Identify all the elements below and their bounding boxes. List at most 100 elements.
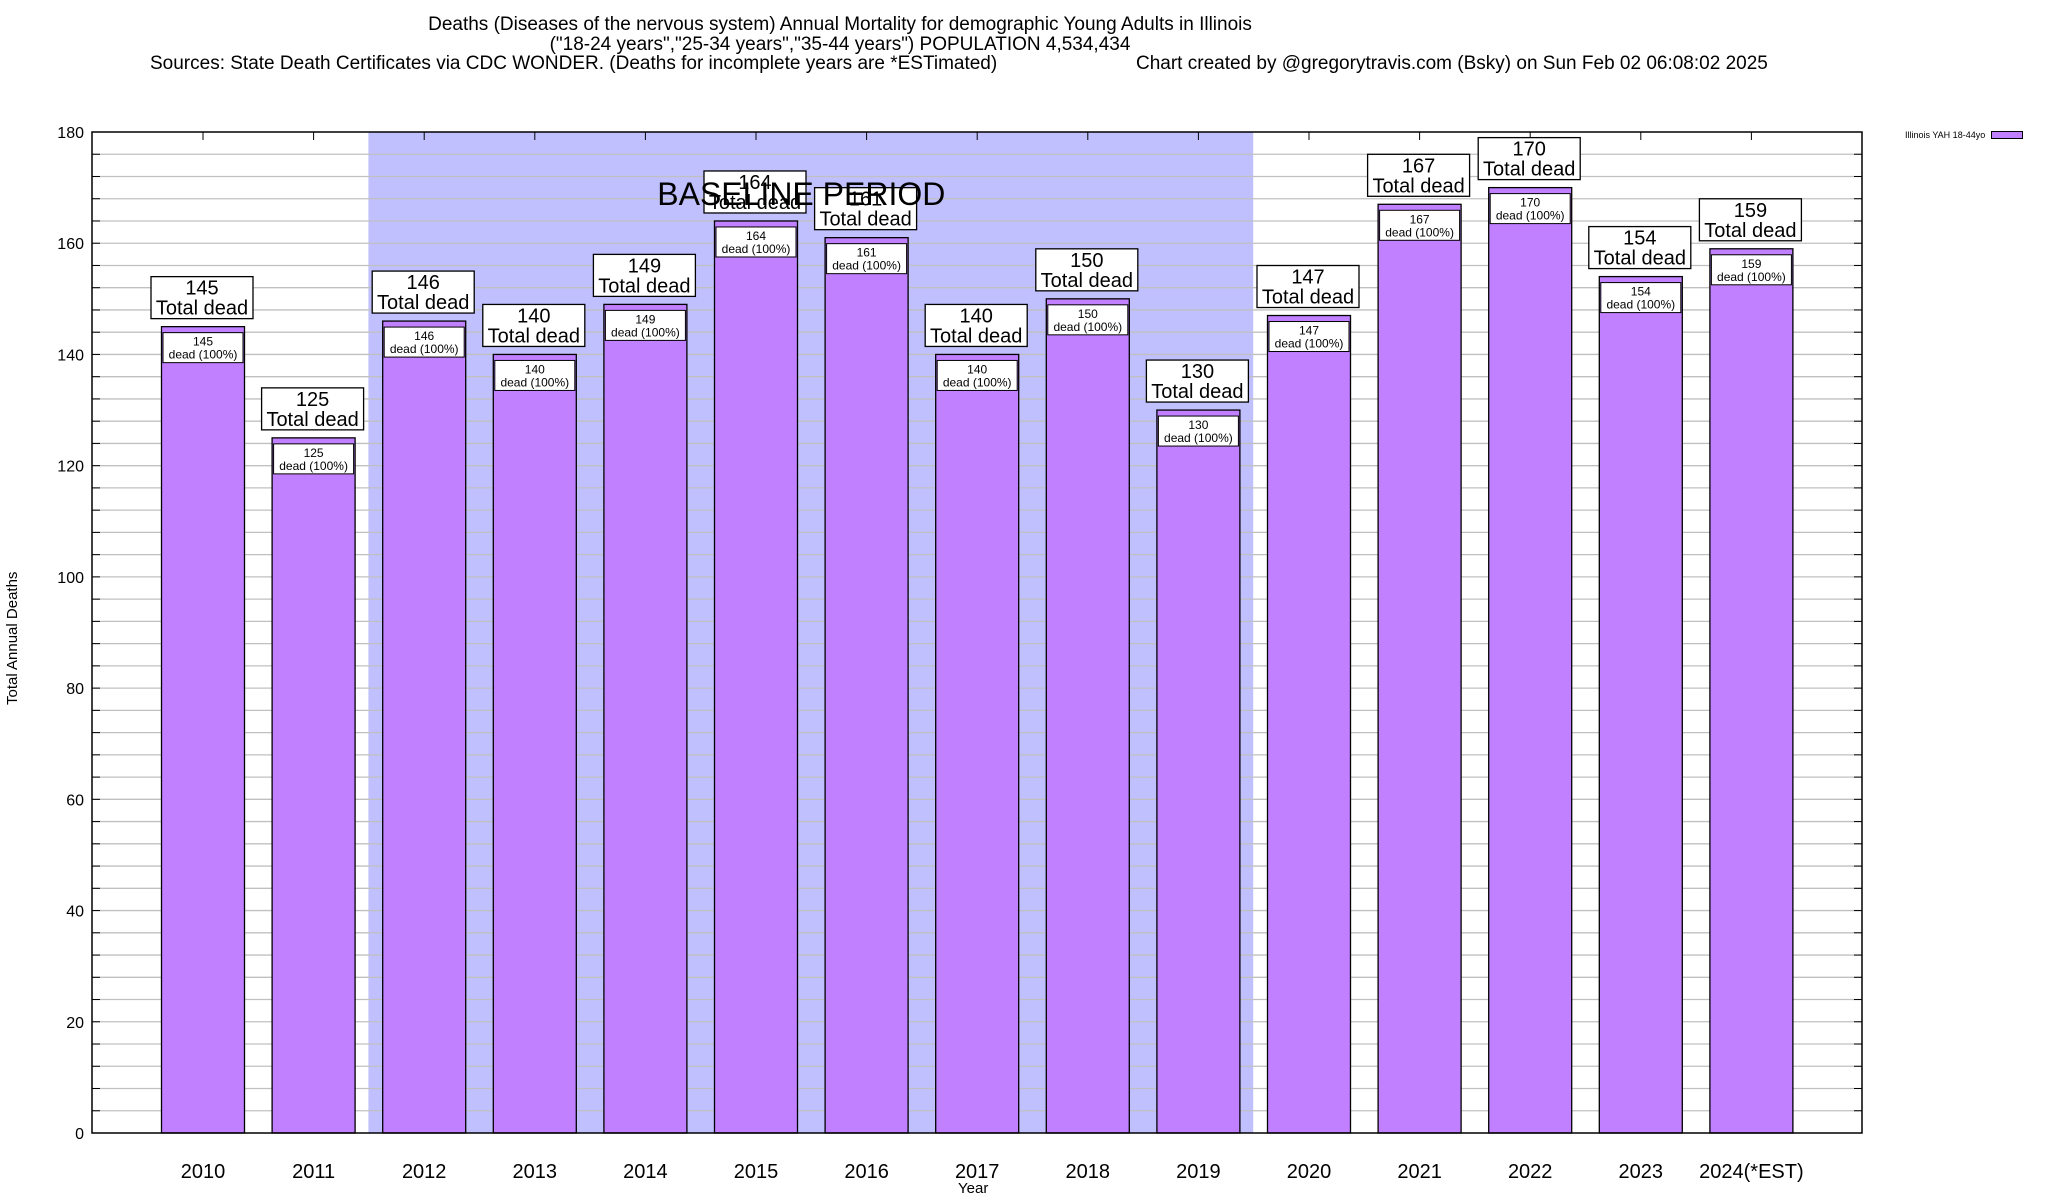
x-tick-label: 2011 [292,1161,335,1183]
inner-label-count: 159 [1741,257,1761,271]
total-label-count: 170 [1513,139,1546,161]
inner-label-pct: dead (100%) [611,325,680,339]
bar [824,237,909,1134]
inner-label-box [604,309,686,341]
total-label-count: 140 [960,305,993,327]
bar [1266,314,1352,1134]
bar [1156,409,1241,1134]
total-label-text: Total dead [1041,270,1133,292]
total-label-text: Total dead [1594,248,1686,270]
total-label-count: 154 [1623,228,1656,250]
baseline-period-label: BASELINE PERIOD [657,176,945,212]
x-axis-label: Year [958,1180,989,1197]
total-label-count: 164 [738,172,771,194]
inner-label-pct: dead (100%) [169,348,238,362]
inner-label-pct: dead (100%) [1496,209,1565,223]
inner-label-pct: dead (100%) [1385,225,1454,239]
inner-label-count: 170 [1520,196,1540,210]
inner-label-box [1710,254,1792,286]
total-label-count: 167 [1402,155,1435,177]
total-label-box [592,253,697,298]
inner-label-pct: dead (100%) [722,242,791,256]
inner-label-box [273,443,355,475]
chart-sources: Sources: State Death Certificates via CD… [150,53,998,74]
total-label-count: 125 [296,389,329,411]
y-tick-label: 80 [66,681,84,698]
inner-label-pct: dead (100%) [1053,320,1122,334]
inner-label-count: 161 [857,246,877,260]
y-tick-label: 120 [57,459,84,476]
inner-label-count: 140 [525,362,545,376]
total-label-box [1588,225,1692,270]
total-label-text: Total dead [488,325,580,347]
x-tick-label: 2021 [1397,1161,1442,1183]
legend-swatch [1991,131,2024,139]
bar [935,353,1020,1134]
bar [1598,275,1683,1134]
x-tick-label: 2024(*EST) [1699,1161,1804,1183]
x-tick-label: 2023 [1619,1161,1664,1183]
chart-title: Deaths (Diseases of the nervous system) … [428,14,1252,35]
inner-label-count: 154 [1631,285,1651,299]
inner-label-pct: dead (100%) [279,459,348,473]
inner-label-pct: dead (100%) [832,259,901,273]
total-label-box [1035,248,1139,292]
x-tick-label: 2015 [734,1161,779,1183]
inner-label-pct: dead (100%) [1717,270,1786,284]
y-tick-label: 180 [57,125,84,142]
x-tick-label: 2018 [1066,1161,1111,1183]
x-tick-label: 2012 [402,1161,447,1183]
inner-label-box [1157,415,1239,447]
total-label-text: Total dead [1151,381,1243,403]
total-label-box [1366,153,1471,197]
inner-label-box [715,226,797,258]
total-label-count: 149 [628,255,661,277]
total-label-count: 145 [185,278,218,300]
inner-label-count: 167 [1410,212,1430,226]
x-tick-label: 2010 [181,1161,226,1183]
bar [1045,298,1130,1134]
inner-label-count: 145 [193,335,213,349]
total-label-count: 146 [407,272,440,294]
total-label-box [813,187,918,231]
total-label-text: Total dead [709,192,801,214]
total-label-text: Total dead [1262,287,1354,309]
y-tick-label: 100 [57,570,84,587]
bar [713,220,799,1134]
total-label-box [482,303,586,348]
x-tick-label: 2013 [513,1161,558,1183]
inner-label-pct: dead (100%) [500,375,569,389]
inner-label-count: 146 [414,329,434,343]
bar [382,320,467,1134]
inner-label-pct: dead (100%) [1606,298,1675,312]
y-tick-label: 40 [66,904,84,921]
total-label-count: 150 [1070,250,1103,272]
chart-credit: Chart created by @gregorytravis.com (Bsk… [1136,53,1768,74]
inner-label-count: 130 [1188,418,1208,432]
inner-label-count: 149 [635,312,655,326]
total-label-text: Total dead [156,298,248,320]
inner-label-box [1600,282,1682,314]
inner-label-count: 147 [1299,324,1319,338]
inner-label-count: 150 [1078,307,1098,321]
total-label-box [703,170,807,214]
total-label-box [924,303,1028,348]
total-label-text: Total dead [1704,220,1796,242]
y-axis-label: Total Annual Deaths [4,571,21,705]
inner-label-pct: dead (100%) [390,342,459,356]
bar [160,325,246,1134]
inner-label-box [1379,209,1461,241]
inner-label-box [826,243,908,275]
inner-label-pct: dead (100%) [1164,431,1233,445]
bar [603,303,688,1134]
x-tick-label: 2016 [844,1161,889,1183]
total-label-box [1256,264,1360,309]
y-tick-label: 140 [57,347,84,364]
inner-label-box [1489,193,1571,225]
inner-label-count: 140 [967,362,987,376]
legend: Illinois YAH 18-44yo [1905,130,2024,140]
total-label-box [150,275,254,320]
bar [1377,203,1462,1134]
total-label-box [1145,359,1250,403]
